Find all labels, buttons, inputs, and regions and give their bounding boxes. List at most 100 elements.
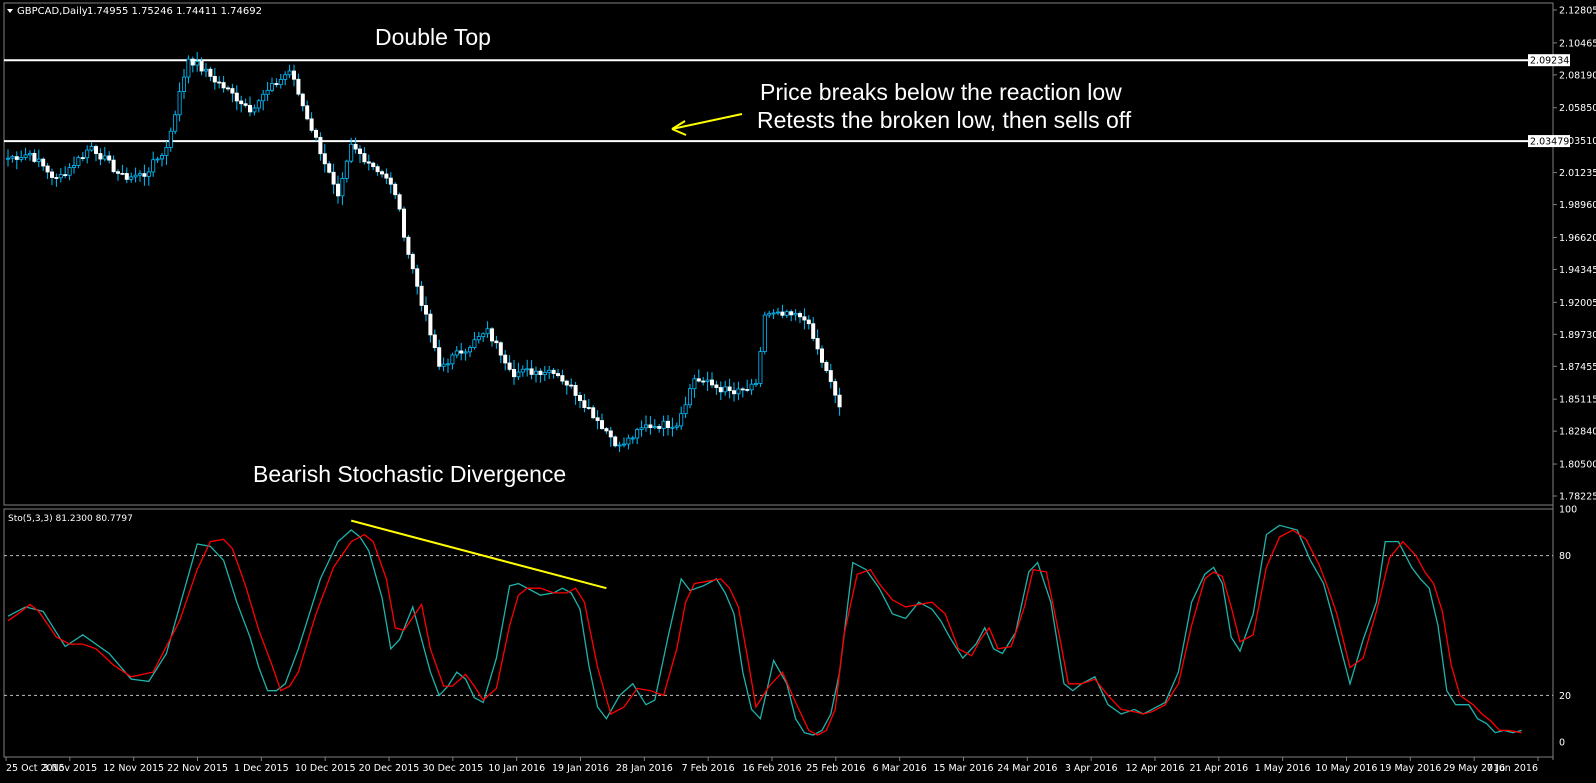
candle-body: [63, 174, 68, 176]
candle-body: [309, 118, 314, 131]
candle-body: [366, 161, 371, 164]
candle-body: [798, 312, 803, 318]
breaks-annotation-line1: Price breaks below the reaction low: [760, 79, 1122, 105]
candle-body: [221, 82, 226, 89]
candle-body: [617, 444, 622, 447]
candle-body: [116, 171, 121, 174]
candle-body: [732, 390, 737, 395]
candle-body: [283, 74, 288, 80]
candle-body: [168, 130, 173, 148]
candle-body: [670, 426, 675, 429]
stochastic-axis-labels: 100 80 20 0: [1559, 505, 1577, 749]
breaks-annotation-line2: Retests the broken low, then sells off: [757, 107, 1132, 133]
stochastic-main-line: [7, 524, 1522, 736]
candle-body: [54, 177, 59, 179]
time-tick-label: 10 May 2016: [1316, 763, 1378, 774]
candle-body: [243, 103, 248, 106]
time-tick-label: 20 Dec 2015: [359, 763, 420, 774]
candle-body: [151, 159, 156, 173]
candle-body: [261, 93, 266, 102]
candle-body: [784, 311, 789, 316]
candle-body: [107, 155, 112, 161]
candle-body: [379, 171, 384, 175]
candle-body: [142, 173, 147, 177]
candle-body: [573, 385, 578, 396]
candle-body: [415, 268, 420, 287]
price-tick-label: 2.12805: [1559, 6, 1596, 17]
stochastic-tick-label: 20: [1559, 691, 1571, 702]
price-tick-label: 2.03510: [1559, 136, 1596, 147]
candle-body: [516, 371, 521, 378]
time-tick-label: 28 Jan 2016: [616, 763, 673, 774]
candle-body: [740, 388, 745, 391]
time-tick-label: 10 Jan 2016: [488, 763, 545, 774]
candle-body: [375, 166, 380, 173]
time-tick-label: 16 Feb 2016: [742, 763, 801, 774]
candle-body: [94, 146, 99, 154]
time-tick-label: 25 Feb 2016: [806, 763, 865, 774]
candle-body: [789, 311, 794, 316]
time-tick-label: 3 Apr 2016: [1065, 763, 1118, 774]
candle-body: [679, 413, 684, 427]
price-levels: [4, 59, 1553, 143]
candle-body: [401, 208, 406, 238]
candle-body: [701, 380, 706, 383]
stochastic-tick-label: 100: [1559, 505, 1577, 516]
candle-body: [569, 384, 574, 387]
time-tick-label: 10 Dec 2015: [295, 763, 356, 774]
candle-body: [578, 395, 583, 402]
candle-body: [159, 154, 164, 160]
candle-body: [234, 92, 239, 102]
candle-body: [195, 61, 200, 66]
candle-body: [335, 183, 340, 197]
time-tick-label: 12 Nov 2015: [103, 763, 164, 774]
candle-body: [683, 404, 688, 415]
dropdown-triangle-icon[interactable]: [7, 9, 13, 13]
candle-body: [300, 93, 305, 107]
price-tick-label: 2.10465: [1559, 38, 1596, 49]
candle-body: [586, 407, 591, 409]
candle-body: [58, 174, 63, 179]
candle-body: [371, 162, 376, 168]
candle-body: [274, 83, 279, 86]
time-tick-label: 19 May 2016: [1379, 763, 1441, 774]
time-tick-label: 1 Dec 2015: [234, 763, 289, 774]
price-tick-label: 1.96620: [1559, 233, 1596, 244]
price-tick-label: 1.94345: [1559, 265, 1596, 276]
candle-body: [102, 155, 107, 160]
candle-body: [674, 425, 679, 428]
candle-body: [256, 100, 261, 109]
candle-body: [340, 178, 345, 197]
time-tick-label: 7 Feb 2016: [682, 763, 735, 774]
price-tick-label: 2.08190: [1559, 70, 1596, 81]
price-tick-label: 1.78225: [1559, 492, 1596, 503]
candle-body: [217, 81, 222, 84]
candle-body: [542, 371, 547, 375]
stochastic-levels: [4, 555, 1553, 696]
candle-body: [225, 87, 230, 90]
price-tick-label: 1.82840: [1559, 427, 1596, 438]
time-tick-label: 19 Jan 2016: [552, 763, 609, 774]
candle-body: [291, 70, 296, 80]
candle-body: [710, 379, 715, 386]
candle-body: [10, 156, 15, 159]
candle-body: [445, 363, 450, 366]
candle-body: [36, 158, 41, 162]
candle-body: [600, 420, 605, 429]
candle-body: [27, 152, 32, 156]
candle-body: [14, 156, 19, 160]
candle-body: [124, 173, 129, 180]
candle-body: [630, 437, 635, 440]
candle-body: [556, 373, 561, 376]
candle-body: [50, 171, 55, 178]
candle-body: [771, 312, 776, 315]
candle-body: [177, 91, 182, 116]
candle-body: [23, 154, 28, 158]
candle-body: [98, 153, 103, 160]
stochastic-panel-frame: [3, 508, 1554, 758]
candle-body: [582, 400, 587, 408]
symbol-label: GBPCAD,Daily: [17, 6, 88, 17]
stochastic-tick-label: 80: [1559, 551, 1571, 562]
